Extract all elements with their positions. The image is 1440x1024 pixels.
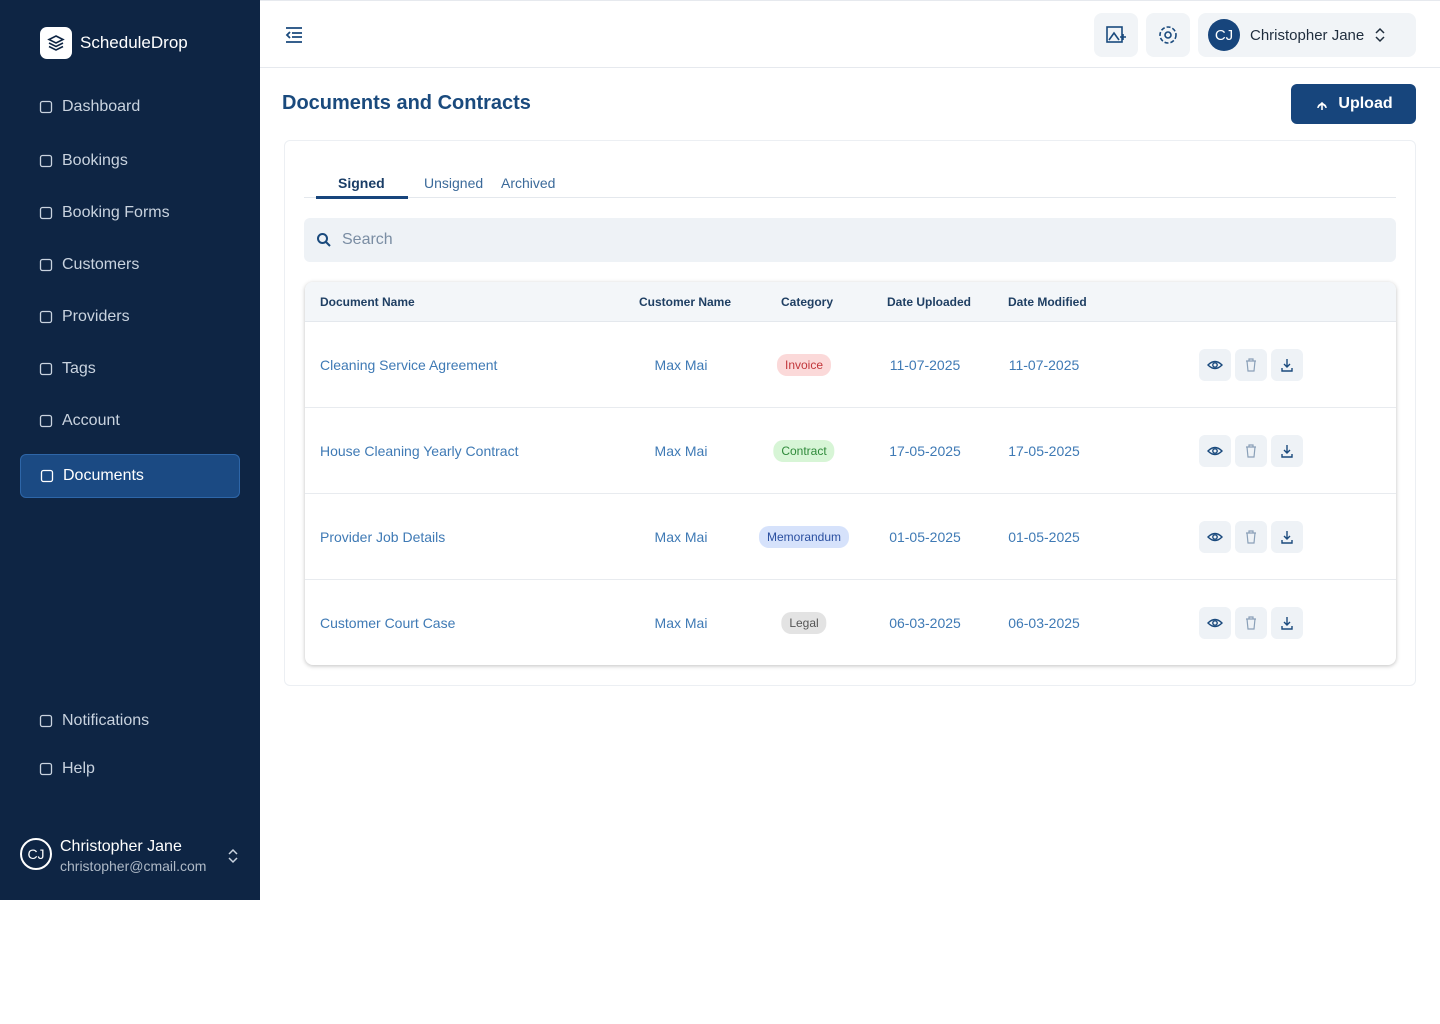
document-link[interactable]: House Cleaning Yearly Contract	[320, 443, 519, 459]
user-avatar: CJ	[1208, 19, 1240, 51]
nav-item[interactable]: Account	[38, 409, 120, 433]
nav-label: Help	[62, 760, 95, 777]
delete-button[interactable]	[1235, 521, 1267, 553]
table-cell: 01-05-2025	[889, 529, 961, 545]
user-email: christopher@cmail.com	[60, 858, 207, 874]
tab[interactable]: Signed	[338, 175, 385, 191]
table-cell: Max Mai	[654, 529, 708, 545]
nav-item[interactable]: Dashboard	[38, 95, 140, 119]
user-avatar[interactable]: CJ	[20, 838, 52, 870]
nav-label: Booking Forms	[62, 204, 170, 221]
table-cell: 11-07-2025	[1008, 357, 1080, 373]
nav-label: Tags	[62, 360, 96, 377]
page-title: Documents and Contracts	[282, 92, 531, 114]
search-bar[interactable]: Search	[304, 218, 1396, 262]
download-button[interactable]	[1271, 521, 1303, 553]
delete-button[interactable]	[1235, 349, 1267, 381]
sidebar: ScheduleDrop Dashboard Bookings Booking Fo…	[0, 0, 260, 900]
table-row: Cleaning Service Agreement Max Mai Invoice…	[305, 322, 1396, 408]
column-header: Document Name	[320, 295, 415, 309]
category-badge: Memorandum	[758, 526, 850, 548]
nav-item[interactable]: Notifications	[38, 709, 149, 733]
user-menu-toggle[interactable]	[226, 848, 240, 864]
table-row: Provider Job Details Max Mai Memorandum 01-…	[305, 494, 1396, 580]
nav-item[interactable]: Booking Forms	[38, 201, 170, 225]
nav-label: Notifications	[62, 712, 150, 729]
table-cell: 11-07-2025	[889, 357, 961, 373]
delete-button[interactable]	[1235, 435, 1267, 467]
active-tab-indicator	[316, 196, 408, 199]
nav-label: Documents	[63, 467, 144, 484]
table-cell: 01-05-2025	[1008, 529, 1080, 545]
user-name: Christopher Jane	[1250, 26, 1365, 44]
category-badge: Contract	[773, 440, 835, 462]
logo	[40, 27, 72, 59]
nav-label: Dashboard	[62, 98, 141, 115]
topbar: CJ Christopher Jane	[260, 0, 1440, 68]
nav-label: Customers	[62, 256, 140, 273]
document-link[interactable]: Customer Court Case	[320, 615, 456, 631]
nav-label: Bookings	[62, 152, 128, 169]
download-button[interactable]	[1271, 349, 1303, 381]
category-badge: Invoice	[776, 354, 832, 376]
column-header: Category	[781, 295, 834, 309]
table-cell: Max Mai	[654, 615, 708, 631]
column-header: Date Modified	[1008, 295, 1087, 309]
nav-item[interactable]: Providers	[38, 305, 130, 329]
column-header: Customer Name	[639, 295, 732, 309]
view-button[interactable]	[1199, 607, 1231, 639]
nav-item[interactable]: Documents	[20, 454, 240, 498]
documents-card	[284, 140, 1416, 686]
download-button[interactable]	[1271, 607, 1303, 639]
settings-button[interactable]	[1146, 13, 1190, 57]
document-link[interactable]: Provider Job Details	[320, 529, 446, 545]
tab[interactable]: Archived	[501, 175, 556, 191]
table-cell: 17-05-2025	[889, 443, 961, 459]
nav-item[interactable]: Help	[38, 757, 95, 781]
image-button[interactable]	[1094, 13, 1138, 57]
table-cell: 17-05-2025	[1008, 443, 1080, 459]
view-button[interactable]	[1199, 349, 1231, 381]
table-cell: 06-03-2025	[1008, 615, 1080, 631]
tabs-divider	[304, 197, 1396, 198]
upload-label: Upload	[1338, 95, 1393, 112]
table-header: Document Name Customer Name Category Date U…	[305, 282, 1396, 322]
delete-button[interactable]	[1235, 607, 1267, 639]
user-menu[interactable]: CJ Christopher Jane	[1198, 13, 1416, 57]
menu-toggle[interactable]	[284, 25, 304, 45]
nav-item[interactable]: Tags	[38, 357, 96, 381]
table-cell: Max Mai	[654, 443, 708, 459]
column-header: Date Uploaded	[887, 295, 972, 309]
nav-label: Providers	[62, 308, 130, 325]
table-row: House Cleaning Yearly Contract Max Mai Con…	[305, 408, 1396, 494]
view-button[interactable]	[1199, 521, 1231, 553]
search-placeholder: Search	[342, 231, 393, 248]
documents-table: Document Name Customer Name Category Date U…	[305, 282, 1396, 665]
table-cell: 06-03-2025	[889, 615, 961, 631]
document-link[interactable]: Cleaning Service Agreement	[320, 357, 498, 373]
tab[interactable]: Unsigned	[424, 175, 484, 191]
nav-item[interactable]: Bookings	[38, 149, 128, 173]
nav-label: Account	[62, 412, 120, 429]
download-button[interactable]	[1271, 435, 1303, 467]
category-badge: Legal	[781, 612, 827, 634]
brand: ScheduleDrop	[80, 33, 188, 52]
nav-item[interactable]: Customers	[38, 253, 139, 277]
upload-button[interactable]: Upload	[1291, 84, 1416, 124]
user-name: Christopher Jane	[60, 838, 182, 855]
table-row: Customer Court Case Max Mai Legal 06-03-202…	[305, 580, 1396, 665]
table-cell: Max Mai	[654, 357, 708, 373]
view-button[interactable]	[1199, 435, 1231, 467]
